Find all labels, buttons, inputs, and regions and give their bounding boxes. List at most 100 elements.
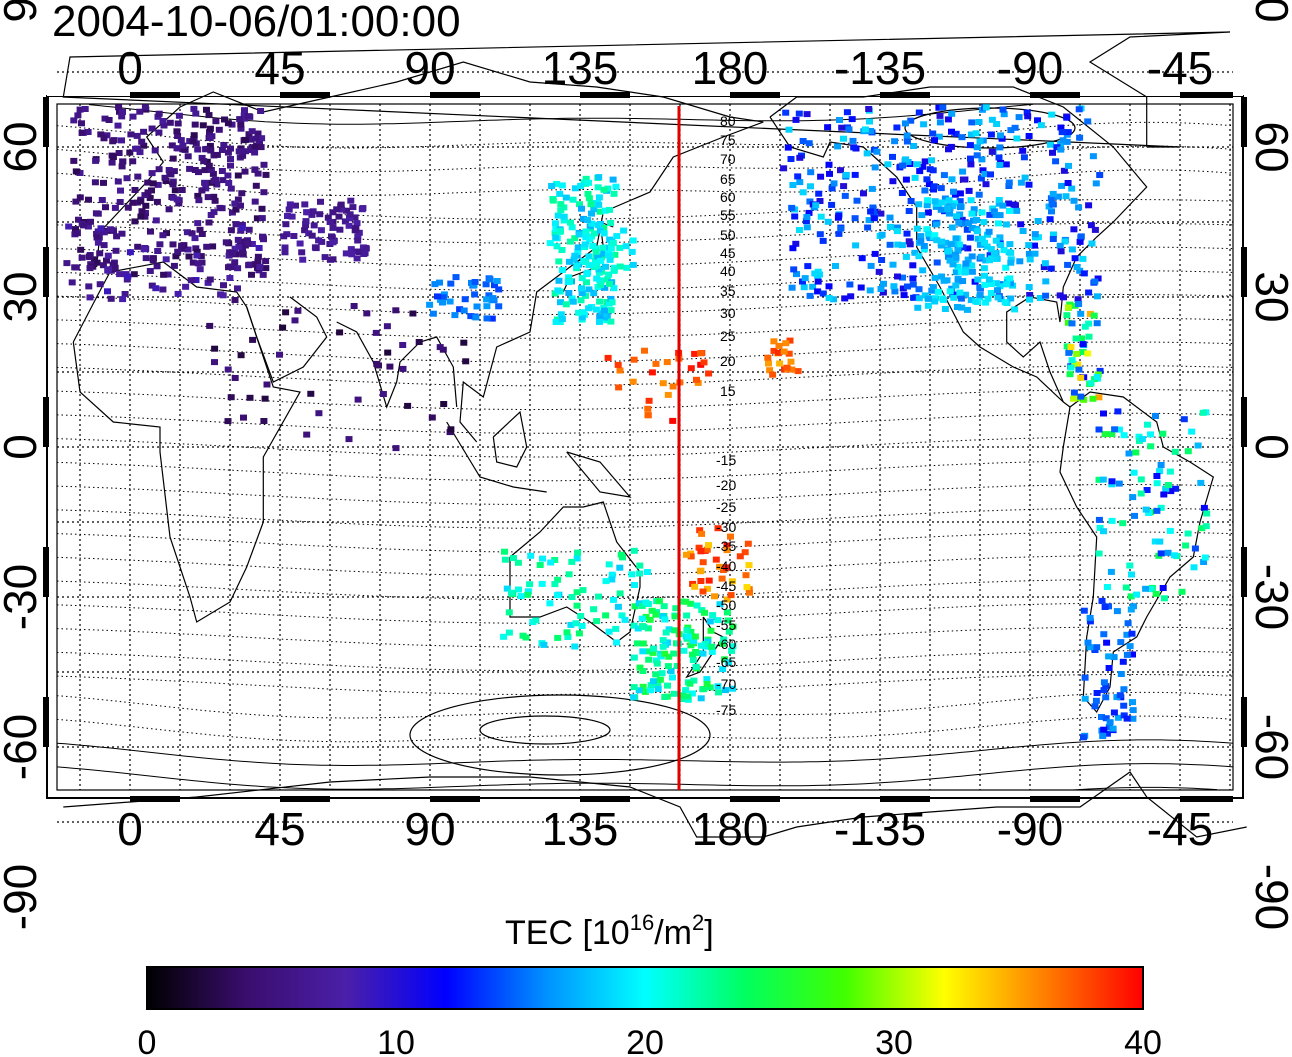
tec-point	[254, 253, 262, 260]
tec-point	[309, 208, 317, 215]
tec-point	[170, 168, 178, 175]
lat-tick-label: 0	[0, 434, 46, 460]
tec-point	[1156, 538, 1164, 545]
tec-point	[1047, 195, 1055, 202]
tec-point	[231, 259, 239, 266]
tec-point	[962, 268, 969, 275]
tec-point	[799, 189, 807, 196]
tec-point	[1099, 476, 1107, 483]
tec-point	[687, 600, 695, 607]
tec-point	[115, 150, 123, 156]
tec-point	[996, 162, 1004, 168]
tec-point	[557, 228, 564, 234]
tec-point	[362, 245, 370, 252]
tec-point	[877, 210, 885, 217]
tec-point	[819, 237, 827, 244]
tec-point	[963, 226, 971, 233]
tec-point	[850, 144, 858, 151]
tec-point	[1100, 631, 1108, 638]
tec-point	[224, 172, 232, 179]
lon-tick-label: 90	[404, 803, 455, 855]
tec-point	[299, 256, 307, 263]
tec-point	[796, 179, 804, 186]
tec-point	[573, 555, 581, 562]
tec-point	[154, 113, 162, 120]
tec-point	[177, 137, 185, 144]
frame-bar-top	[730, 92, 780, 98]
tec-point	[1200, 559, 1208, 565]
tec-point	[1152, 413, 1159, 419]
lon-tick-label: -90	[997, 42, 1063, 94]
tec-point	[100, 229, 108, 236]
tec-point	[968, 119, 976, 126]
contour-label: -65	[716, 654, 736, 670]
tec-point	[964, 245, 972, 252]
tec-point	[716, 563, 723, 570]
tec-point	[222, 239, 230, 246]
tec-point	[86, 254, 94, 261]
tec-point	[786, 337, 794, 344]
tec-point	[628, 248, 636, 255]
tec-point	[85, 196, 92, 203]
tec-point	[584, 217, 592, 223]
tec-point	[446, 298, 454, 305]
tec-point	[1056, 292, 1064, 299]
tec-point	[981, 272, 988, 279]
tec-point	[608, 571, 616, 578]
tec-point	[621, 616, 629, 623]
tec-point	[1058, 182, 1066, 189]
tec-point	[196, 226, 204, 233]
tec-point	[944, 248, 952, 255]
tec-point	[102, 204, 109, 211]
tec-point	[240, 414, 247, 421]
tec-point	[828, 201, 836, 208]
tec-point	[1093, 644, 1101, 651]
tec-point	[1137, 476, 1145, 483]
tec-point	[1067, 364, 1075, 371]
tec-point	[107, 295, 115, 302]
tec-point	[641, 688, 649, 695]
tec-point	[1093, 373, 1101, 380]
tec-point	[224, 149, 232, 156]
tec-point	[383, 323, 391, 330]
tec-point	[975, 191, 983, 198]
tec-point	[1095, 550, 1103, 557]
tec-point	[995, 197, 1003, 203]
tec-point	[955, 219, 963, 226]
tec-point	[699, 588, 707, 595]
tec-point	[152, 285, 160, 292]
tec-point	[574, 549, 582, 556]
tec-point	[562, 194, 570, 201]
tec-point	[131, 218, 139, 225]
tec-point	[333, 206, 341, 213]
tec-point	[604, 354, 612, 361]
tec-point	[166, 119, 174, 126]
tec-point	[210, 193, 218, 200]
tec-point	[126, 249, 134, 256]
lon-tick-label: 180	[692, 42, 769, 94]
tec-point	[985, 228, 993, 235]
tec-point	[1091, 226, 1099, 233]
frame-bar-right	[1241, 397, 1247, 447]
tec-point	[154, 181, 162, 188]
tec-point	[575, 630, 583, 637]
tec-point	[103, 257, 110, 264]
tec-point	[137, 213, 145, 220]
tec-point	[1084, 639, 1092, 646]
tec-point	[1071, 255, 1079, 262]
tec-point	[1092, 697, 1100, 704]
tec-point	[151, 147, 159, 154]
tec-point	[616, 263, 624, 270]
tec-point	[251, 149, 259, 156]
tec-point	[638, 602, 646, 609]
tec-point	[832, 263, 839, 269]
lon-tick-label: -135	[834, 42, 926, 94]
tec-point	[198, 154, 206, 161]
tec-point	[1086, 644, 1094, 651]
tec-point	[703, 546, 711, 553]
tec-point	[1071, 362, 1079, 369]
tec-point	[92, 157, 100, 164]
tec-point	[160, 271, 168, 278]
tec-point	[714, 525, 722, 532]
tec-point	[237, 125, 245, 132]
